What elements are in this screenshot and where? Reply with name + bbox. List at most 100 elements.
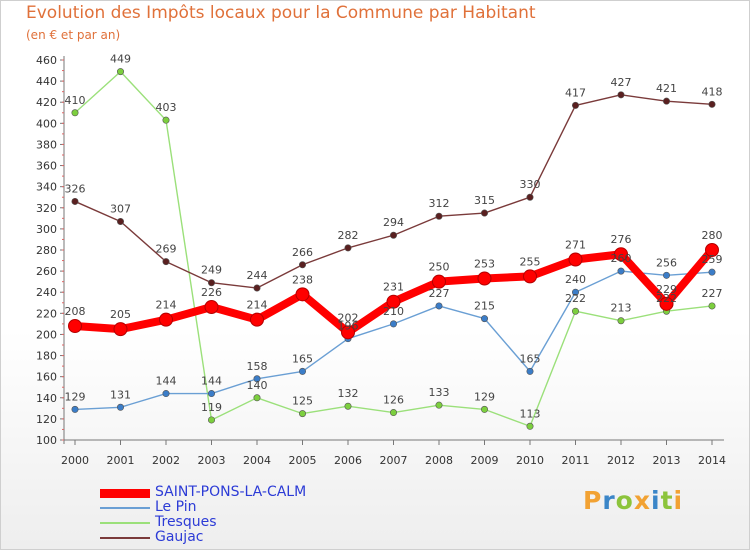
data-label: 417 (565, 86, 586, 99)
data-label: 129 (65, 390, 86, 403)
y-tick-label: 220 (36, 307, 57, 320)
chart-title: Evolution des Impôts locaux pour la Comm… (26, 3, 536, 23)
data-point (480, 315, 488, 323)
x-tick-label: 2007 (380, 454, 408, 467)
data-point (253, 375, 261, 383)
data-label: 214 (247, 299, 268, 312)
data-label: 227 (429, 287, 450, 300)
data-point (208, 416, 216, 424)
x-axis: 2000 2001 2002 2003 2004 2005 2006 2007 2008 2009… (61, 439, 726, 467)
data-point (477, 271, 492, 286)
x-tick-label: 2011 (562, 454, 590, 467)
data-label: 231 (383, 281, 404, 294)
data-label: 260 (611, 252, 632, 265)
data-point (298, 367, 306, 375)
y-tick-label: 120 (36, 413, 57, 426)
x-tick-label: 2010 (516, 454, 544, 467)
legend-swatch (100, 507, 150, 509)
legend-swatch (100, 537, 150, 539)
data-point (435, 401, 443, 409)
data-label: 244 (247, 269, 268, 282)
y-tick-label: 460 (36, 54, 57, 67)
data-label: 256 (656, 256, 677, 269)
data-label: 240 (565, 273, 586, 286)
y-tick-label: 420 (36, 96, 57, 109)
y-tick-label: 260 (36, 265, 57, 278)
data-point (571, 101, 579, 109)
data-label: 427 (611, 76, 632, 89)
data-point (480, 209, 488, 217)
y-tick-label: 380 (36, 138, 57, 151)
legend-label: Gaujac (155, 529, 204, 545)
data-labels: 410 449 403 119 140 125 132 126 133 129 113 222 213 2… (65, 53, 723, 421)
data-label: 255 (520, 255, 541, 268)
y-tick-label: 180 (36, 350, 57, 363)
data-point (162, 390, 170, 398)
data-label: 144 (201, 375, 222, 388)
data-point (298, 261, 306, 269)
data-label: 210 (383, 305, 404, 318)
data-label: 126 (383, 394, 404, 407)
x-tick-label: 2014 (698, 454, 726, 467)
data-point (617, 91, 625, 99)
data-label: 144 (156, 375, 177, 388)
data-point (117, 68, 125, 76)
data-label: 132 (338, 387, 359, 400)
legend-label: Tresques (155, 514, 217, 530)
data-point (389, 231, 397, 239)
data-point (71, 109, 79, 117)
data-label: 410 (65, 94, 86, 107)
data-label: 158 (247, 360, 268, 373)
data-point (432, 274, 446, 289)
y-tick-label: 160 (36, 371, 57, 384)
data-point (662, 271, 670, 279)
data-label: 125 (292, 395, 313, 408)
chart-subtitle: (en € et par an) (26, 28, 121, 42)
data-point (659, 296, 674, 311)
data-point (571, 288, 579, 296)
data-point (614, 247, 628, 262)
x-tick-label: 2008 (425, 454, 453, 467)
data-label: 129 (474, 390, 495, 403)
data-label: 133 (429, 386, 450, 399)
data-label: 266 (292, 246, 313, 259)
data-point (526, 193, 534, 201)
y-tick-label: 300 (36, 223, 57, 236)
legend-swatch (100, 522, 150, 524)
data-label: 214 (156, 299, 177, 312)
y-tick-label: 100 (36, 434, 57, 447)
data-label: 253 (474, 258, 495, 271)
data-label: 165 (520, 352, 541, 365)
data-label: 269 (156, 243, 177, 256)
legend-label: SAINT-PONS-LA-CALM (155, 484, 307, 500)
x-tick-label: 2005 (289, 454, 317, 467)
data-label: 205 (110, 308, 131, 321)
data-label: 226 (201, 286, 222, 299)
data-label: 215 (474, 300, 495, 313)
data-point (295, 287, 310, 302)
data-point (617, 317, 625, 325)
data-point (71, 405, 79, 413)
data-point (117, 403, 125, 411)
legend-swatch (100, 489, 150, 498)
data-label: 131 (110, 388, 131, 401)
data-label: 249 (201, 264, 222, 277)
x-tick-label: 2006 (334, 454, 362, 467)
data-label: 208 (65, 305, 86, 318)
data-point (708, 268, 716, 276)
y-tick-label: 400 (36, 117, 57, 130)
data-point (435, 302, 443, 310)
data-point (159, 312, 173, 327)
data-point (526, 422, 534, 430)
y-tick-label: 240 (36, 286, 57, 299)
data-point (253, 394, 261, 402)
data-label: 307 (110, 203, 131, 216)
y-tick-label: 280 (36, 244, 57, 257)
data-label: 250 (429, 261, 450, 274)
data-label: 271 (565, 239, 586, 252)
data-label: 449 (110, 53, 131, 66)
y-tick-label: 440 (36, 75, 57, 88)
x-tick-label: 2001 (107, 454, 135, 467)
x-tick-label: 2002 (152, 454, 180, 467)
